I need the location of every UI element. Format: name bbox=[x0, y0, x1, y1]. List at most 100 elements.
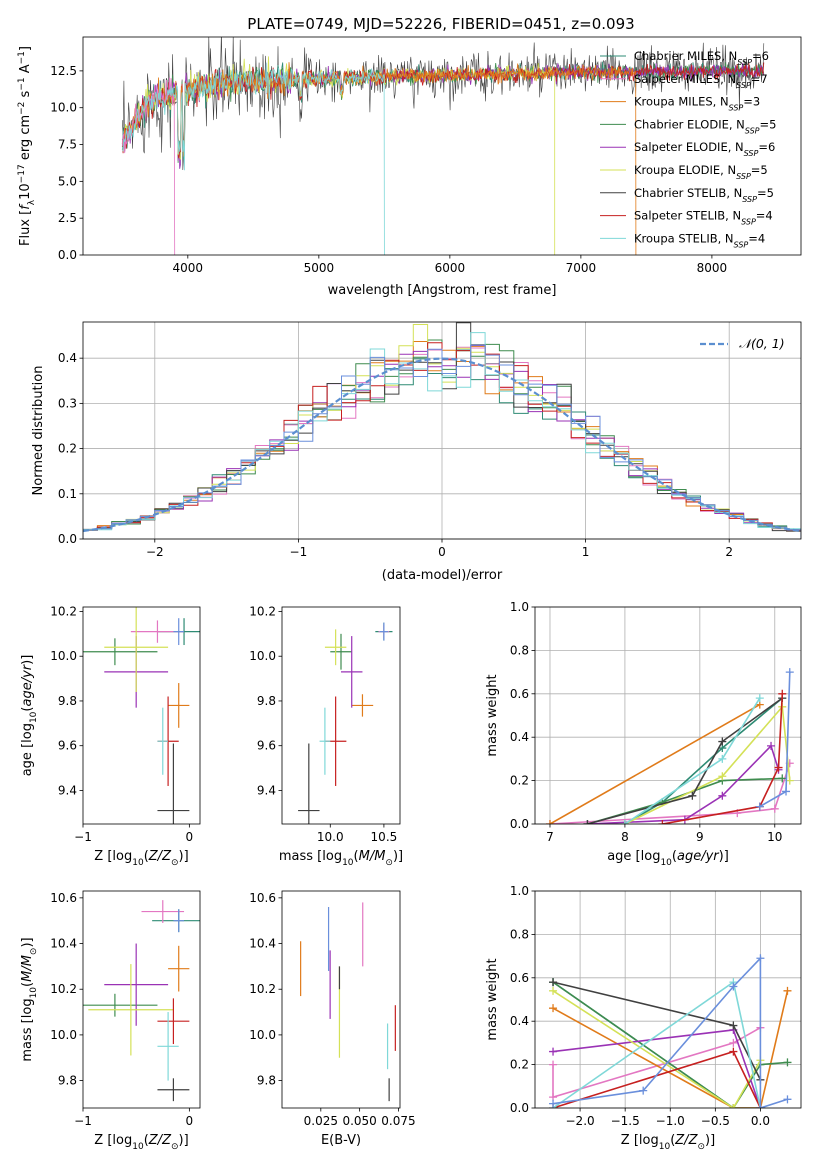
plus-marker bbox=[770, 804, 779, 813]
weight-series-line bbox=[552, 980, 762, 1108]
x-tick-label: 0.0 bbox=[751, 1114, 770, 1128]
x-tick-label: 0.050 bbox=[342, 1114, 376, 1128]
spectrum-series-line bbox=[121, 61, 765, 160]
weight-series-line bbox=[552, 990, 789, 1108]
plot-area bbox=[83, 900, 200, 1102]
weight-series-line bbox=[552, 990, 762, 1108]
y-tick-label: 9.6 bbox=[58, 739, 77, 753]
axes-frame bbox=[82, 606, 201, 825]
y-tick-label: 10.6 bbox=[249, 891, 276, 905]
plus-marker bbox=[549, 1099, 558, 1108]
y-tick-label: 9.4 bbox=[58, 783, 77, 797]
plus-marker bbox=[756, 1104, 765, 1108]
y-tick-label: 10.0 bbox=[50, 101, 77, 115]
plus-marker bbox=[658, 820, 667, 824]
y-tick-label: 0.0 bbox=[58, 532, 77, 546]
y-tick-label: 10.2 bbox=[249, 982, 276, 996]
x-tick-label: −1.0 bbox=[656, 1114, 685, 1128]
x-axis-label: Z [log10(Z/Z⊙)] bbox=[94, 1133, 188, 1152]
plus-marker bbox=[783, 1095, 792, 1104]
x-tick-label: 4000 bbox=[173, 261, 204, 275]
y-tick-label: 0.2 bbox=[510, 1058, 529, 1072]
y-tick-label: 12.5 bbox=[50, 64, 77, 78]
residual-histogram bbox=[83, 344, 801, 539]
x-tick-label: 0 bbox=[186, 830, 194, 844]
y-axis-label: mass weight bbox=[485, 958, 500, 1040]
y-tick-label: 0.4 bbox=[58, 351, 77, 365]
y-tick-label: 9.6 bbox=[257, 739, 276, 753]
y-tick-label: 0.6 bbox=[510, 971, 529, 985]
y-axis-label: mass [log10(M/M⊙)] bbox=[20, 937, 39, 1061]
axes-frame bbox=[534, 890, 802, 1109]
plus-marker bbox=[688, 791, 697, 800]
x-tick-label: 7000 bbox=[566, 261, 597, 275]
y-tick-label: 9.8 bbox=[257, 1074, 276, 1088]
plot-area bbox=[121, 37, 765, 255]
x-tick-label: −1 bbox=[74, 830, 92, 844]
plus-marker bbox=[785, 668, 794, 677]
y-tick-label: 5.0 bbox=[58, 174, 77, 188]
axes: −2.0 −1.5 −1.0 −0.5 0.0 0.0 0.2 0.4 0.6 0.8 1.0 Z [… bbox=[485, 884, 802, 1152]
y-tick-label: 0.4 bbox=[510, 730, 529, 744]
axes-frame bbox=[534, 606, 802, 825]
axes-frame bbox=[82, 890, 201, 1109]
axes: 0.025 0.050 0.075 9.8 10.0 10.2 10.4 10.6 E(B-V) bbox=[249, 890, 416, 1148]
plot-area bbox=[545, 668, 794, 824]
weight-series-line bbox=[549, 703, 761, 824]
weight-series-line bbox=[587, 697, 783, 824]
legend: Chabrier MILES, NSSP=6 Salpeter MILES, NS… bbox=[600, 49, 776, 249]
panel-age_vs_mass: 10.0 10.5 9.4 9.6 9.8 10.0 10.2 mass [log10(M/M… bbox=[249, 604, 403, 868]
y-tick-label: 7.5 bbox=[58, 138, 77, 152]
axes: −2 −1 0 1 2 0.0 0.1 0.2 0.3 0.4 𝒩(0, 1) (data-model… bbox=[31, 321, 802, 583]
panel-age_vs_Z: −1 0 9.4 9.6 9.8 10.0 10.2 Z [log10(Z/Z⊙)] age [… bbox=[20, 604, 201, 868]
x-axis-label: Z [log10(Z/Z⊙)] bbox=[94, 849, 188, 868]
plus-marker bbox=[549, 1047, 558, 1056]
plot-area bbox=[549, 954, 792, 1108]
panel-mass_weight_vs_age: 7 8 9 10 0.0 0.2 0.4 0.6 0.8 1.0 age [log10(age/yr… bbox=[485, 600, 802, 868]
plus-marker bbox=[639, 1086, 648, 1095]
axes-frame bbox=[281, 606, 401, 825]
legend-label: 𝒩(0, 1) bbox=[739, 336, 785, 351]
plus-marker bbox=[782, 787, 791, 796]
y-tick-label: 9.8 bbox=[58, 1074, 77, 1088]
y-axis-label: mass weight bbox=[485, 674, 500, 756]
x-axis-label: mass [log10(M/M⊙)] bbox=[279, 849, 403, 868]
axes-frame bbox=[82, 36, 802, 256]
figure-title: PLATE=0749, MJD=52226, FIBERID=0451, z=0… bbox=[247, 15, 634, 33]
y-tick-label: 0.4 bbox=[510, 1014, 529, 1028]
weight-series-line bbox=[549, 762, 791, 824]
weight-series-line bbox=[552, 956, 788, 1108]
x-tick-label: 10.0 bbox=[317, 830, 344, 844]
y-tick-label: 0.8 bbox=[510, 643, 529, 657]
plus-marker bbox=[729, 1047, 738, 1056]
legend-label: Kroupa STELIB, NSSP=4 bbox=[634, 231, 765, 249]
plus-marker bbox=[549, 1004, 558, 1013]
x-tick-label: −1 bbox=[74, 1114, 92, 1128]
y-axis-label: age [log10(age/yr)] bbox=[20, 655, 39, 777]
weight-series-line bbox=[552, 1027, 761, 1099]
plus-marker bbox=[729, 1038, 738, 1047]
y-tick-label: 10.2 bbox=[50, 604, 77, 618]
axes: −1 0 9.8 10.0 10.2 10.4 10.6 Z [log10(Z/Z⊙)] mas… bbox=[20, 890, 201, 1152]
axes: 10.0 10.5 9.4 9.6 9.8 10.0 10.2 mass [log10(M/M… bbox=[249, 604, 403, 868]
plus-marker bbox=[783, 1058, 792, 1067]
x-tick-label: 2 bbox=[725, 545, 733, 559]
weight-series-line bbox=[552, 981, 761, 1108]
y-tick-label: 0.1 bbox=[58, 487, 77, 501]
plus-marker bbox=[778, 689, 787, 698]
legend-label: Salpeter MILES, NSSP=7 bbox=[634, 72, 768, 90]
x-tick-label: 7 bbox=[546, 830, 554, 844]
x-tick-label: 10 bbox=[767, 830, 782, 844]
plus-marker bbox=[729, 1021, 738, 1030]
plus-marker bbox=[767, 741, 776, 750]
x-tick-label: 0 bbox=[438, 545, 446, 559]
legend-label: Chabrier MILES, NSSP=6 bbox=[634, 49, 769, 67]
x-axis-label: (data-model)/error bbox=[382, 568, 503, 583]
plus-marker bbox=[718, 754, 727, 763]
panel-mass_weight_vs_Z: −2.0 −1.5 −1.0 −0.5 0.0 0.0 0.2 0.4 0.6 0.8 1.0 Z [… bbox=[485, 884, 802, 1152]
x-tick-label: 10.5 bbox=[371, 830, 398, 844]
y-tick-label: 10.0 bbox=[50, 1028, 77, 1042]
plus-marker bbox=[718, 772, 727, 781]
plus-marker bbox=[774, 763, 783, 772]
